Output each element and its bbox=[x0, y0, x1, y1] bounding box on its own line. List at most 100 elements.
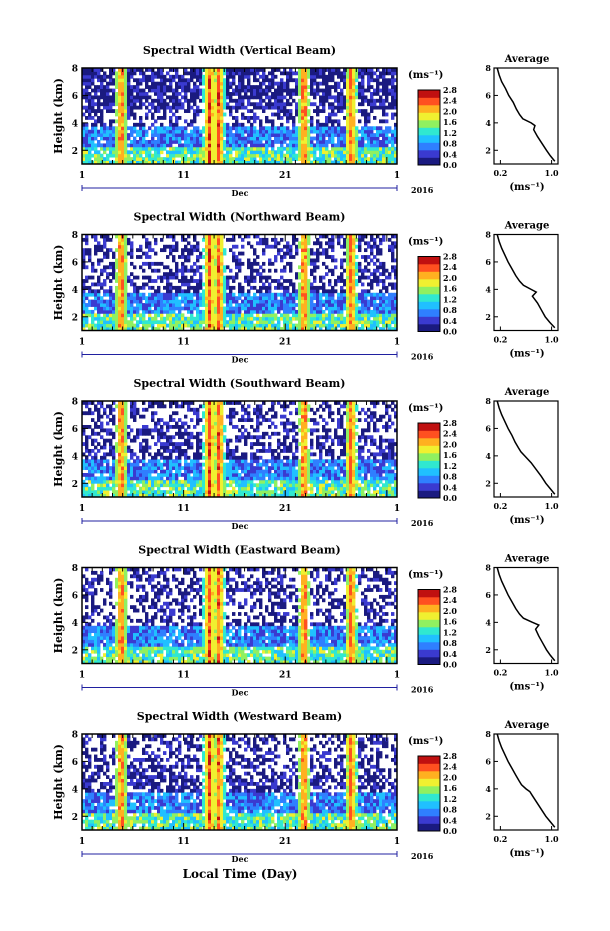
heatmap-cell bbox=[280, 150, 284, 155]
heatmap-cell bbox=[394, 316, 398, 321]
heatmap-cell bbox=[103, 479, 107, 484]
heatmap-cell bbox=[115, 275, 119, 280]
heatmap-cell bbox=[307, 261, 311, 266]
heatmap-cell bbox=[97, 157, 101, 161]
heatmap-cell bbox=[172, 153, 176, 158]
heatmap-cell bbox=[82, 68, 86, 72]
heatmap-cell bbox=[250, 71, 254, 76]
heatmap-cell bbox=[232, 316, 236, 321]
heatmap-cell bbox=[298, 285, 302, 290]
heatmap-cell bbox=[124, 126, 128, 131]
heatmap-cell bbox=[124, 71, 128, 76]
heatmap-cell bbox=[169, 129, 173, 134]
heatmap-cell bbox=[118, 425, 122, 429]
heatmap-cell bbox=[247, 119, 251, 124]
heatmap-cell bbox=[361, 309, 365, 314]
heatmap-cell bbox=[223, 320, 227, 325]
heatmap-cell bbox=[301, 251, 305, 256]
heatmap-cell bbox=[97, 490, 101, 494]
heatmap-cell bbox=[157, 129, 161, 134]
heatmap-cell bbox=[307, 98, 311, 103]
heatmap-cell bbox=[220, 258, 224, 263]
heatmap-cell bbox=[346, 282, 350, 287]
heatmap-cell bbox=[238, 150, 242, 155]
heatmap-cell bbox=[361, 68, 365, 72]
heatmap-cell bbox=[115, 279, 119, 283]
heatmap-cell bbox=[346, 102, 350, 107]
heatmap-cell bbox=[295, 272, 299, 277]
heatmap-cell bbox=[184, 71, 188, 76]
heatmap-cell bbox=[316, 136, 320, 141]
heatmap-cell bbox=[130, 85, 134, 89]
heatmap-cell bbox=[262, 268, 266, 273]
heatmap-cell bbox=[103, 411, 107, 416]
heatmap-cell bbox=[328, 244, 332, 249]
heatmap-cell bbox=[277, 102, 281, 107]
heatmap-cell bbox=[289, 279, 293, 283]
heatmap-cell bbox=[274, 88, 278, 93]
heatmap-cell bbox=[280, 143, 284, 148]
heatmap-cell bbox=[211, 116, 215, 120]
heatmap-cell bbox=[352, 237, 356, 242]
heatmap-cell bbox=[340, 88, 344, 93]
heatmap-cell bbox=[118, 476, 122, 481]
y-axis-label: Height (km) bbox=[52, 78, 65, 154]
heatmap-cell bbox=[103, 251, 107, 256]
heatmap-cell bbox=[361, 299, 365, 304]
heatmap-cell bbox=[223, 112, 227, 117]
heatmap-cell bbox=[256, 261, 260, 266]
heatmap-cell bbox=[196, 136, 200, 141]
heatmap-cell bbox=[184, 133, 188, 137]
heatmap-cell bbox=[115, 296, 119, 301]
heatmap-cell bbox=[205, 133, 209, 137]
heatmap-cell bbox=[175, 133, 179, 137]
heatmap-cell bbox=[214, 116, 218, 120]
heatmap-cell bbox=[85, 303, 89, 307]
heatmap-cell bbox=[355, 143, 359, 148]
heatmap-cell bbox=[115, 92, 119, 96]
heatmap-cell bbox=[85, 476, 89, 481]
heatmap-cell bbox=[199, 292, 203, 297]
heatmap-cell bbox=[244, 136, 248, 141]
heatmap-cell bbox=[235, 323, 239, 328]
heatmap-cell bbox=[295, 323, 299, 328]
heatmap-cell bbox=[187, 133, 191, 137]
heatmap-cell bbox=[238, 105, 242, 110]
heatmap-cell bbox=[289, 251, 293, 256]
heatmap-cell bbox=[175, 316, 179, 321]
heatmap-cell bbox=[133, 88, 137, 93]
heatmap-cell bbox=[220, 285, 224, 290]
heatmap-cell bbox=[262, 313, 266, 318]
heatmap-cell bbox=[82, 479, 86, 484]
heatmap-cell bbox=[277, 98, 281, 103]
heatmap-cell bbox=[301, 282, 305, 287]
heatmap-cell bbox=[349, 160, 353, 165]
heatmap-cell bbox=[103, 237, 107, 242]
heatmap-cell bbox=[136, 299, 140, 304]
heatmap-cell bbox=[148, 153, 152, 158]
heatmap-cell bbox=[304, 140, 308, 144]
heatmap-cell bbox=[184, 323, 188, 328]
heatmap-cell bbox=[232, 292, 236, 297]
heatmap-cell bbox=[379, 95, 383, 100]
heatmap-cell bbox=[343, 68, 347, 72]
heatmap-cell bbox=[115, 78, 119, 83]
heatmap-cell bbox=[307, 316, 311, 321]
heatmap-cell bbox=[217, 251, 221, 256]
heatmap-cell bbox=[94, 143, 98, 148]
heatmap-cell bbox=[121, 452, 125, 457]
heatmap-cell bbox=[127, 303, 131, 307]
heatmap-cell bbox=[88, 258, 92, 263]
heatmap-cell bbox=[301, 157, 305, 161]
heatmap-cell bbox=[193, 299, 197, 304]
heatmap-cell bbox=[124, 442, 128, 446]
heatmap-cell bbox=[139, 160, 143, 165]
heatmap-cell bbox=[394, 285, 398, 290]
heatmap-cell bbox=[283, 88, 287, 93]
heatmap-cell bbox=[379, 327, 383, 331]
heatmap-cell bbox=[379, 150, 383, 155]
heatmap-cell bbox=[334, 126, 338, 131]
heatmap-cell bbox=[238, 292, 242, 297]
heatmap-cell bbox=[133, 122, 137, 127]
heatmap-cell bbox=[322, 309, 326, 314]
